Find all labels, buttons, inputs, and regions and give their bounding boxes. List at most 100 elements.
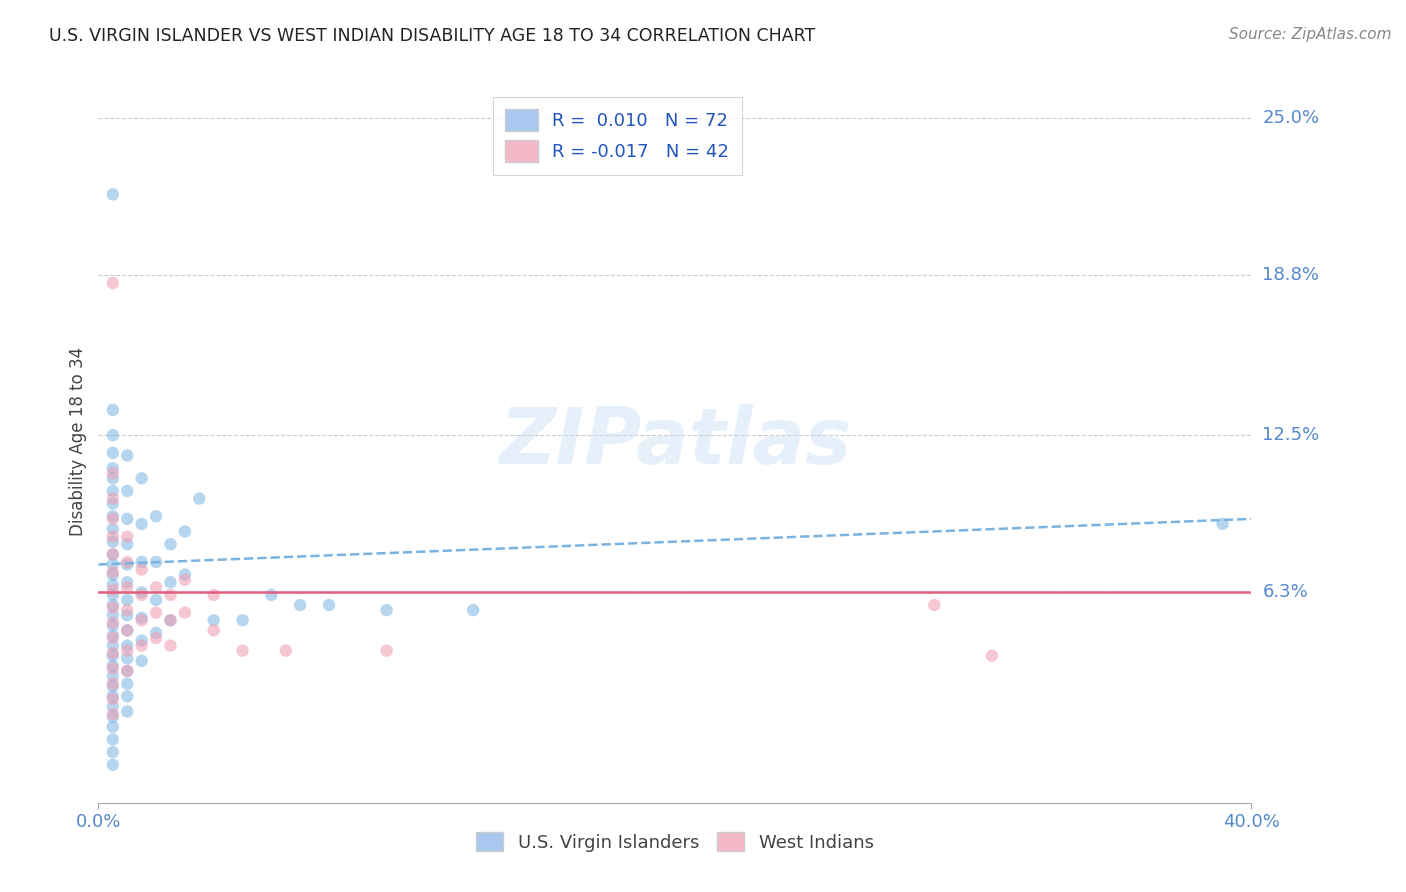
Legend: U.S. Virgin Islanders, West Indians: U.S. Virgin Islanders, West Indians xyxy=(470,825,880,859)
Point xyxy=(101,732,124,747)
Point xyxy=(159,639,181,653)
Point xyxy=(101,461,124,475)
Point xyxy=(101,648,124,663)
Point xyxy=(101,547,124,561)
Point xyxy=(145,555,167,569)
Point xyxy=(117,651,139,665)
Point xyxy=(101,428,124,442)
Point xyxy=(131,516,153,531)
Point xyxy=(101,631,124,645)
Point xyxy=(101,709,124,723)
Point xyxy=(117,580,139,594)
Point xyxy=(117,643,139,657)
Point xyxy=(202,624,225,638)
Point xyxy=(117,624,139,638)
Point xyxy=(101,608,124,623)
Point xyxy=(145,626,167,640)
Point xyxy=(117,555,139,569)
Point xyxy=(131,585,153,599)
Point xyxy=(260,588,283,602)
Point xyxy=(117,512,139,526)
Point xyxy=(174,606,197,620)
Point xyxy=(131,613,153,627)
Point xyxy=(131,471,153,485)
Point xyxy=(117,705,139,719)
Point xyxy=(290,598,312,612)
Text: 25.0%: 25.0% xyxy=(1263,110,1320,128)
Point xyxy=(981,648,1004,663)
Point xyxy=(117,449,139,463)
Point xyxy=(174,524,197,539)
Point xyxy=(117,664,139,678)
Point xyxy=(117,690,139,704)
Point xyxy=(375,643,398,657)
Point xyxy=(101,276,124,290)
Point xyxy=(101,720,124,734)
Point xyxy=(101,530,124,544)
Point xyxy=(101,446,124,460)
Point xyxy=(131,639,153,653)
Point xyxy=(101,534,124,549)
Point xyxy=(101,745,124,759)
Point xyxy=(131,563,153,577)
Text: ZIPatlas: ZIPatlas xyxy=(499,403,851,480)
Point xyxy=(117,639,139,653)
Point xyxy=(101,618,124,632)
Point xyxy=(131,555,153,569)
Point xyxy=(101,690,124,704)
Point xyxy=(159,588,181,602)
Point xyxy=(202,613,225,627)
Point xyxy=(101,497,124,511)
Point xyxy=(131,588,153,602)
Point xyxy=(101,471,124,485)
Point xyxy=(101,615,124,630)
Y-axis label: Disability Age 18 to 34: Disability Age 18 to 34 xyxy=(69,347,87,536)
Point xyxy=(101,757,124,772)
Point xyxy=(101,547,124,561)
Point xyxy=(375,603,398,617)
Point xyxy=(101,578,124,592)
Text: U.S. VIRGIN ISLANDER VS WEST INDIAN DISABILITY AGE 18 TO 34 CORRELATION CHART: U.S. VIRGIN ISLANDER VS WEST INDIAN DISA… xyxy=(49,27,815,45)
Point xyxy=(101,600,124,615)
Point xyxy=(159,575,181,590)
Point xyxy=(461,603,484,617)
Point xyxy=(924,598,946,612)
Point xyxy=(101,509,124,524)
Point xyxy=(101,646,124,660)
Point xyxy=(101,512,124,526)
Point xyxy=(231,613,254,627)
Point xyxy=(101,676,124,690)
Point xyxy=(117,624,139,638)
Point xyxy=(318,598,340,612)
Point xyxy=(101,187,124,202)
Point xyxy=(117,537,139,551)
Point xyxy=(174,573,197,587)
Point xyxy=(145,606,167,620)
Point xyxy=(101,679,124,693)
Point xyxy=(231,643,254,657)
Point xyxy=(202,588,225,602)
Point xyxy=(159,537,181,551)
Point xyxy=(101,699,124,714)
Point xyxy=(188,491,211,506)
Point xyxy=(101,483,124,498)
Point xyxy=(117,483,139,498)
Point xyxy=(101,588,124,602)
Text: 12.5%: 12.5% xyxy=(1263,426,1320,444)
Point xyxy=(117,575,139,590)
Point xyxy=(117,676,139,690)
Point xyxy=(145,580,167,594)
Point xyxy=(101,691,124,706)
Point xyxy=(1212,516,1234,531)
Point xyxy=(101,402,124,417)
Point xyxy=(145,509,167,524)
Point xyxy=(174,567,197,582)
Point xyxy=(274,643,297,657)
Point xyxy=(131,633,153,648)
Point xyxy=(101,491,124,506)
Point xyxy=(101,467,124,481)
Point xyxy=(117,608,139,623)
Point xyxy=(101,567,124,582)
Point xyxy=(101,661,124,675)
Point xyxy=(131,654,153,668)
